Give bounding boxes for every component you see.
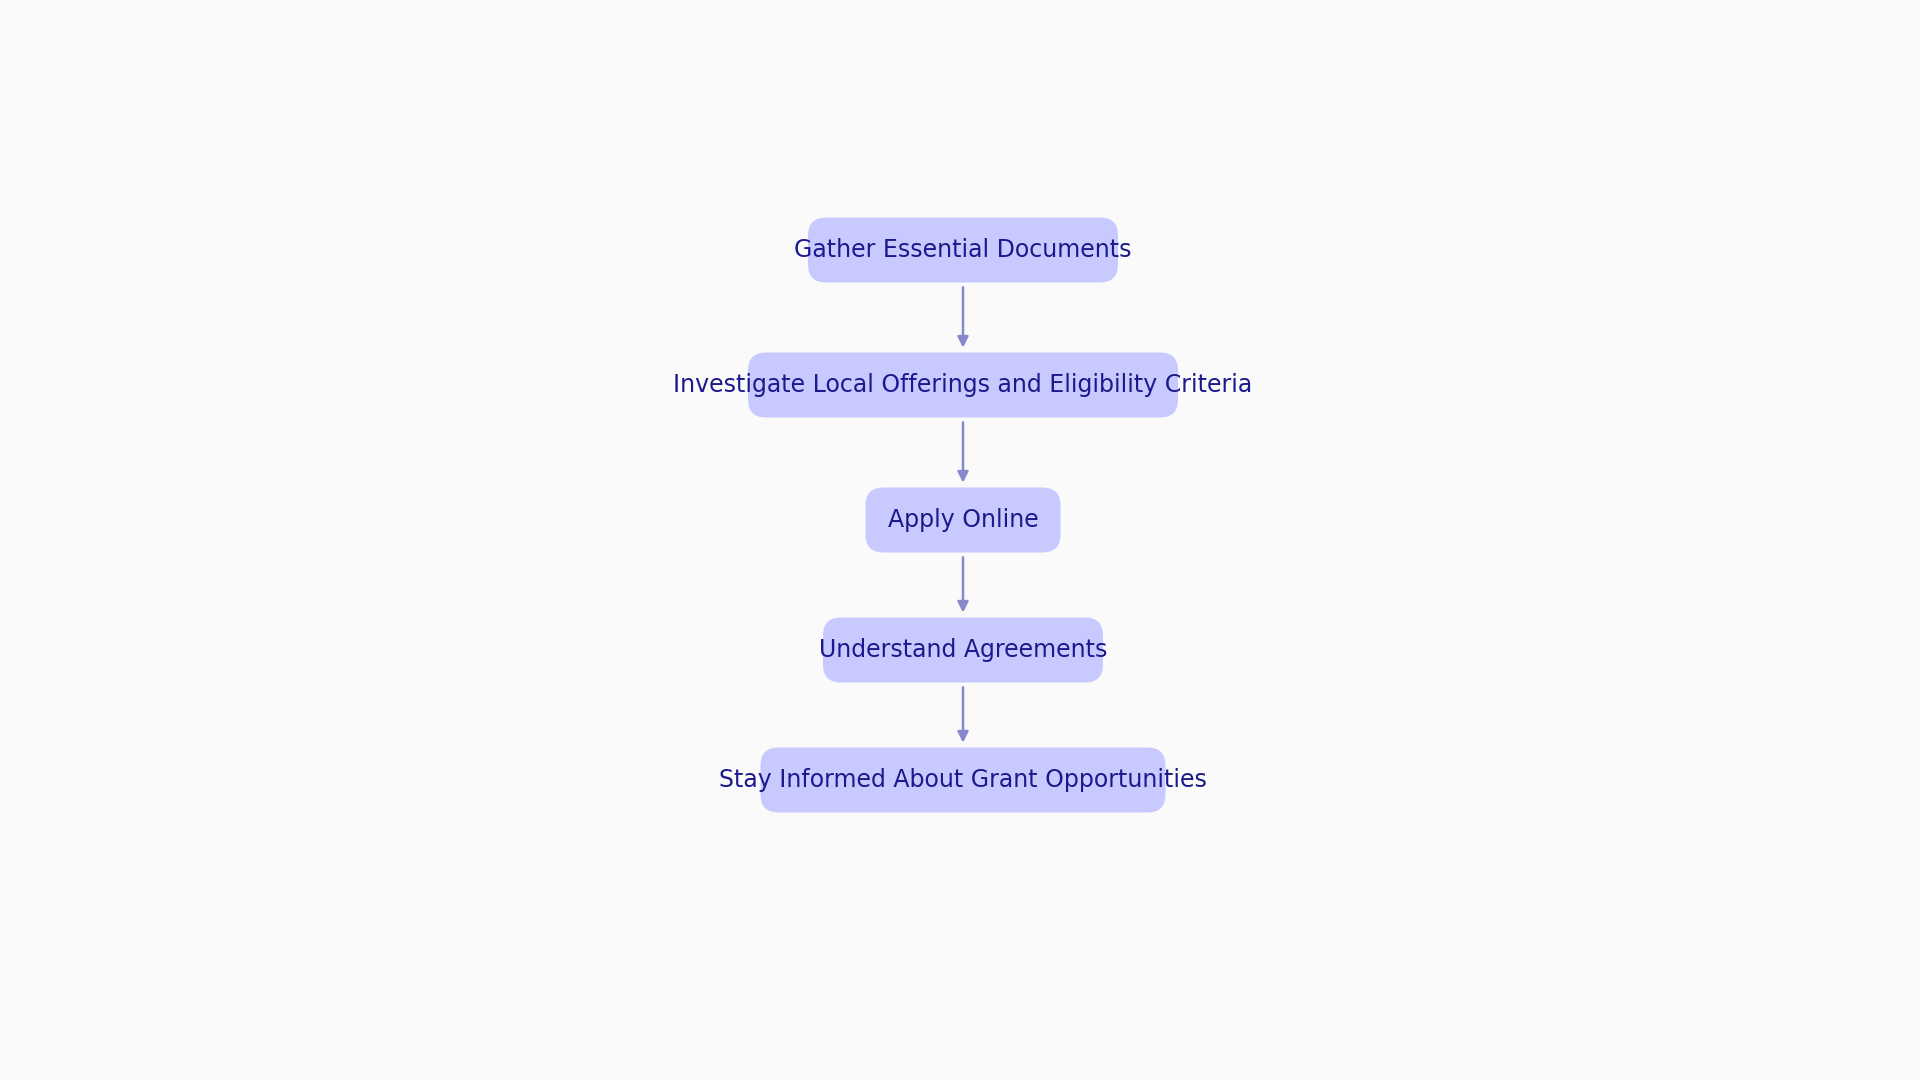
Text: Investigate Local Offerings and Eligibility Criteria: Investigate Local Offerings and Eligibil… <box>674 373 1252 397</box>
Text: Understand Agreements: Understand Agreements <box>818 638 1108 662</box>
FancyBboxPatch shape <box>749 352 1179 418</box>
FancyBboxPatch shape <box>760 747 1165 812</box>
FancyBboxPatch shape <box>808 217 1117 283</box>
Text: Apply Online: Apply Online <box>887 508 1039 532</box>
Text: Stay Informed About Grant Opportunities: Stay Informed About Grant Opportunities <box>720 768 1208 792</box>
FancyBboxPatch shape <box>824 618 1102 683</box>
Text: Gather Essential Documents: Gather Essential Documents <box>795 238 1131 262</box>
FancyBboxPatch shape <box>866 487 1060 553</box>
